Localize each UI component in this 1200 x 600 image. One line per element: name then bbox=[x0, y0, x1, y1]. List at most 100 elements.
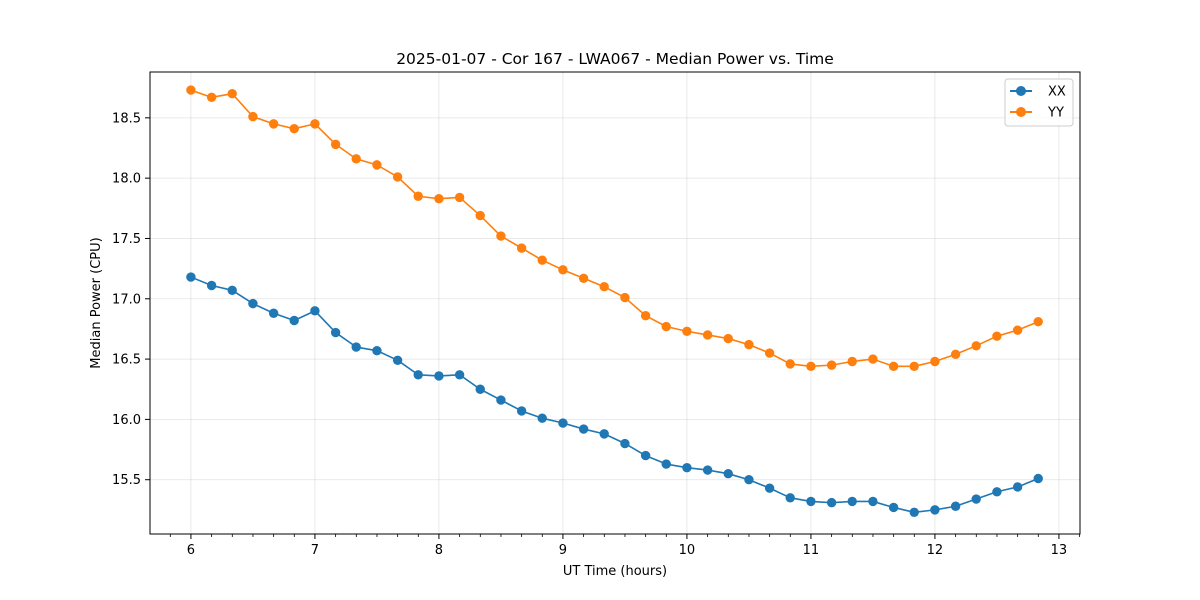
data-point-yy bbox=[992, 331, 1002, 341]
data-point-yy bbox=[744, 339, 754, 350]
data-point-yy bbox=[682, 326, 692, 337]
y-tick-label: 16.5 bbox=[112, 353, 141, 368]
data-point-yy bbox=[661, 321, 671, 332]
data-point-yy bbox=[930, 356, 940, 367]
data-point-yy bbox=[248, 111, 258, 122]
data-point-xx bbox=[1033, 473, 1043, 484]
data-point-yy bbox=[516, 243, 527, 253]
data-point-xx bbox=[744, 475, 754, 485]
data-point-yy bbox=[620, 292, 630, 303]
data-point-yy bbox=[537, 255, 547, 265]
data-point-xx bbox=[496, 395, 506, 405]
data-point-yy bbox=[1012, 325, 1023, 335]
data-point-yy bbox=[206, 92, 217, 103]
data-point-xx bbox=[702, 465, 713, 475]
data-point-xx bbox=[516, 406, 527, 416]
data-point-xx bbox=[868, 496, 878, 507]
data-point-yy bbox=[434, 193, 444, 204]
data-point-yy bbox=[475, 210, 485, 221]
data-point-xx bbox=[682, 462, 692, 473]
y-tick-label: 18.0 bbox=[112, 172, 141, 187]
data-point-yy bbox=[351, 154, 361, 164]
data-point-yy bbox=[558, 265, 568, 275]
y-tick-label: 16.0 bbox=[112, 413, 141, 428]
data-point-xx bbox=[723, 468, 733, 479]
data-point-yy bbox=[310, 119, 320, 129]
data-point-xx bbox=[599, 429, 609, 439]
y-tick-label: 17.0 bbox=[112, 292, 141, 307]
x-tick-label: 8 bbox=[435, 543, 443, 558]
data-point-yy bbox=[640, 310, 651, 321]
data-point-xx bbox=[330, 327, 341, 338]
axis-ticks: 6 7 8 9 10 11 12 13 15.5 16.0 16.5 17.0 17.5 18.0 18.5 bbox=[112, 111, 1081, 558]
data-point-xx bbox=[434, 371, 444, 381]
data-point-xx bbox=[785, 493, 795, 503]
data-point-yy bbox=[888, 361, 899, 372]
data-point-yy bbox=[227, 89, 237, 99]
y-tick-label: 17.5 bbox=[112, 232, 141, 247]
data-point-yy bbox=[785, 359, 795, 369]
data-point-xx bbox=[1012, 482, 1023, 492]
plot-series bbox=[186, 85, 1043, 517]
data-point-yy bbox=[496, 231, 506, 241]
grid bbox=[150, 72, 1080, 534]
data-point-yy bbox=[413, 191, 423, 201]
data-point-yy bbox=[806, 361, 816, 372]
data-point-xx bbox=[454, 370, 465, 380]
data-point-xx bbox=[640, 450, 651, 461]
data-point-xx bbox=[206, 280, 217, 291]
data-point-xx bbox=[888, 502, 899, 513]
data-point-yy bbox=[950, 349, 961, 359]
data-point-xx bbox=[537, 413, 547, 423]
legend-label-xx: XX bbox=[1048, 85, 1066, 100]
x-tick-label: 7 bbox=[311, 543, 319, 558]
data-point-xx bbox=[310, 306, 320, 316]
legend: XX YY bbox=[1004, 78, 1074, 127]
data-point-yy bbox=[826, 360, 837, 370]
data-point-xx bbox=[806, 496, 816, 507]
x-axis-label: UT Time (hours) bbox=[563, 564, 667, 579]
data-point-yy bbox=[702, 330, 713, 340]
chart-title: 2025-01-07 - Cor 167 - LWA067 - Median P… bbox=[396, 50, 834, 68]
data-point-yy bbox=[289, 123, 299, 134]
data-point-xx bbox=[558, 418, 568, 428]
data-point-xx bbox=[268, 308, 279, 318]
data-point-yy bbox=[578, 273, 589, 283]
y-axis-label: Median Power (CPU) bbox=[89, 237, 104, 368]
data-point-xx bbox=[289, 315, 299, 326]
data-point-xx bbox=[909, 507, 919, 517]
data-point-xx bbox=[475, 384, 485, 394]
data-point-xx bbox=[248, 298, 258, 309]
x-tick-label: 11 bbox=[803, 543, 820, 558]
data-point-xx bbox=[764, 483, 775, 493]
legend-label-yy: YY bbox=[1047, 106, 1064, 121]
data-point-yy bbox=[268, 119, 279, 129]
data-point-xx bbox=[186, 272, 196, 282]
x-tick-label: 13 bbox=[1051, 543, 1068, 558]
data-point-xx bbox=[392, 355, 403, 365]
data-point-yy bbox=[599, 282, 609, 292]
data-point-yy bbox=[1033, 316, 1043, 327]
x-tick-label: 12 bbox=[927, 543, 944, 558]
data-point-xx bbox=[847, 496, 857, 507]
data-point-yy bbox=[847, 356, 857, 367]
data-point-yy bbox=[186, 85, 196, 95]
x-tick-label: 6 bbox=[187, 543, 195, 558]
data-point-xx bbox=[992, 487, 1002, 497]
data-point-yy bbox=[330, 139, 341, 150]
data-point-xx bbox=[620, 438, 630, 449]
data-point-xx bbox=[413, 370, 423, 380]
data-point-yy bbox=[971, 341, 981, 351]
data-point-xx bbox=[950, 501, 961, 511]
data-point-xx bbox=[971, 494, 981, 504]
data-point-xx bbox=[578, 424, 589, 434]
data-point-xx bbox=[826, 497, 837, 508]
data-point-yy bbox=[392, 172, 403, 182]
data-point-xx bbox=[372, 345, 382, 356]
data-point-yy bbox=[372, 160, 382, 170]
data-point-yy bbox=[868, 354, 878, 364]
x-tick-label: 9 bbox=[559, 543, 567, 558]
legend-marker-yy bbox=[1016, 107, 1026, 117]
